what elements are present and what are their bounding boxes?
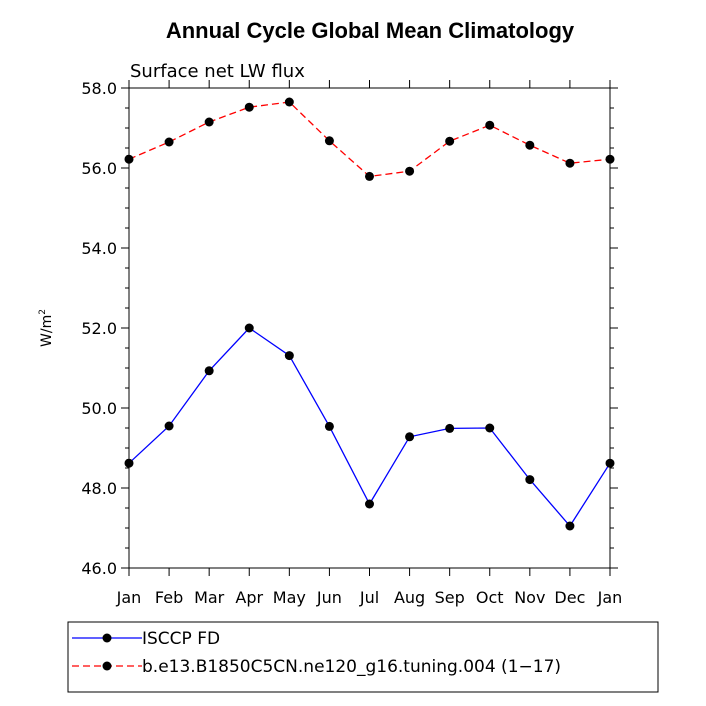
data-point-1	[365, 171, 374, 181]
y-axis-label-text: W/m	[39, 315, 55, 347]
x-tick-label: Oct	[476, 588, 504, 607]
data-point-0	[485, 423, 495, 433]
x-tick-label: Jun	[316, 588, 342, 607]
y-tick-label: 54.0	[81, 239, 117, 258]
x-tick-label: Apr	[235, 588, 263, 607]
x-tick-label: Mar	[194, 588, 225, 607]
series-line-1	[128, 101, 611, 178]
y-tick-label: 46.0	[81, 559, 117, 578]
data-point-1	[605, 154, 615, 164]
data-point-0	[204, 366, 214, 376]
data-point-1	[485, 120, 495, 130]
data-point-0	[445, 423, 455, 433]
data-point-0	[605, 458, 615, 468]
data-point-1	[445, 136, 455, 146]
x-tick-label: Nov	[514, 588, 545, 607]
legend-marker-0	[102, 633, 112, 643]
data-point-0	[525, 475, 535, 485]
data-point-1	[324, 136, 334, 146]
y-axis-label-superscript: 2	[38, 309, 48, 315]
data-point-0	[244, 323, 254, 333]
data-point-1	[164, 137, 174, 147]
y-tick-label: 50.0	[81, 399, 117, 418]
data-point-0	[405, 432, 415, 442]
data-point-1	[405, 166, 415, 176]
series-layer	[124, 97, 615, 531]
data-point-0	[365, 499, 374, 509]
data-point-0	[565, 521, 575, 531]
y-tick-label: 52.0	[81, 319, 117, 338]
data-point-0	[124, 458, 134, 468]
x-tick-label: Jul	[359, 588, 379, 607]
data-point-1	[525, 140, 535, 150]
y-tick-label: 58.0	[81, 79, 117, 98]
x-tick-label: Dec	[554, 588, 585, 607]
data-point-1	[204, 117, 214, 127]
data-point-0	[164, 421, 174, 431]
x-tick-label: Sep	[435, 588, 465, 607]
x-tick-label: Jan	[597, 588, 623, 607]
data-point-0	[324, 421, 334, 431]
data-point-1	[244, 102, 254, 112]
x-tick-label: Feb	[155, 588, 183, 607]
x-axis-ticks: Jan Feb Mar Apr May Jun Jul Aug Sep Oct Nov Dec Jan	[116, 80, 623, 607]
data-point-1	[565, 158, 575, 168]
data-point-1	[284, 97, 294, 107]
x-tick-label: May	[273, 588, 306, 607]
legend-label-0: ISCCP FD	[142, 629, 220, 649]
data-point-1	[124, 154, 134, 164]
chart-subtitle: Surface net LW flux	[130, 61, 305, 82]
legend-box	[67, 621, 659, 693]
data-point-0	[284, 351, 294, 361]
y-tick-label: 48.0	[81, 479, 117, 498]
y-axis-label: W/m2	[38, 309, 55, 347]
x-tick-label: Aug	[394, 588, 425, 607]
legend: ISCCP FD b.e13.B1850C5CN.ne120_g16.tuning…	[72, 629, 561, 677]
series-line-0	[128, 327, 611, 528]
x-tick-label: Jan	[116, 588, 142, 607]
legend-marker-1	[102, 661, 112, 671]
y-axis-ticks: 46.0 48.0 50.0 52.0 54.0 56.0 58.0	[81, 79, 618, 578]
y-tick-label: 56.0	[81, 159, 117, 178]
plot-frame	[128, 87, 611, 569]
chart-title: Annual Cycle Global Mean Climatology	[166, 18, 575, 43]
legend-label-1: b.e13.B1850C5CN.ne120_g16.tuning.004 (1−…	[142, 657, 561, 677]
